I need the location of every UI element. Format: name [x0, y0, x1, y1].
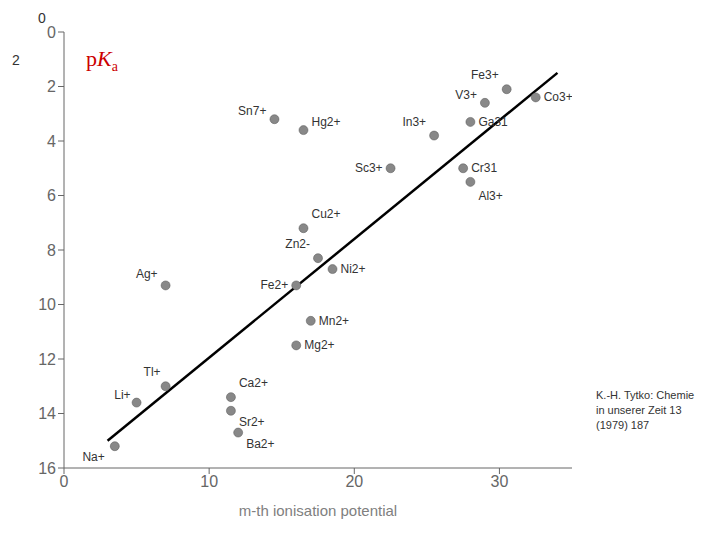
svg-text:Al3+: Al3+: [478, 189, 502, 203]
html-text:(1979) 187: (1979) 187: [596, 419, 650, 431]
svg-text:Mn2+: Mn2+: [319, 314, 349, 328]
html-text:2: 2: [12, 52, 20, 68]
svg-text:4: 4: [47, 133, 56, 150]
html-text:p Ka: p Ka: [86, 46, 118, 75]
svg-text:2: 2: [47, 78, 56, 95]
svg-text:Tl+: Tl+: [144, 365, 161, 379]
svg-text:Sc3+: Sc3+: [355, 161, 383, 175]
svg-text:Sr2+: Sr2+: [239, 415, 265, 429]
svg-text:8: 8: [47, 242, 56, 259]
svg-text:Ca2+: Ca2+: [239, 376, 268, 390]
svg-text:Cr31: Cr31: [471, 161, 497, 175]
svg-text:0: 0: [47, 24, 56, 41]
svg-text:Ni2+: Ni2+: [341, 262, 366, 276]
svg-text:In3+: In3+: [402, 115, 426, 129]
svg-text:Fe2+: Fe2+: [261, 278, 289, 292]
svg-text:Hg2+: Hg2+: [311, 115, 340, 129]
svg-text:Sn7+: Sn7+: [238, 104, 266, 118]
html-text:K.-H. Tytko: Chemie: K.-H. Tytko: Chemie: [596, 389, 695, 401]
html-text:in unserer Zeit 13: in unserer Zeit 13: [596, 404, 682, 416]
svg-text:Zn2-: Zn2-: [285, 237, 310, 251]
svg-text:6: 6: [47, 187, 56, 204]
svg-text:14: 14: [38, 405, 56, 422]
svg-text:Ga31: Ga31: [478, 115, 508, 129]
svg-text:Na+: Na+: [82, 450, 104, 464]
svg-text:m-th ionisation potential: m-th ionisation potential: [239, 502, 397, 519]
svg-text:Cu2+: Cu2+: [311, 207, 340, 221]
svg-text:12: 12: [38, 351, 56, 368]
svg-text:Ba2+: Ba2+: [246, 437, 274, 451]
svg-text:10: 10: [200, 473, 218, 490]
svg-text:Co3+: Co3+: [544, 90, 572, 104]
svg-text:20: 20: [345, 473, 363, 490]
svg-text:Ag+: Ag+: [136, 267, 158, 281]
svg-text:Mg2+: Mg2+: [304, 338, 334, 352]
svg-text:Fe3+: Fe3+: [471, 68, 499, 82]
svg-text:0: 0: [60, 473, 69, 490]
svg-text:10: 10: [38, 296, 56, 313]
svg-text:30: 30: [491, 473, 509, 490]
html-text:0: 0: [38, 10, 46, 26]
svg-text:Li+: Li+: [114, 388, 130, 402]
svg-text:V3+: V3+: [455, 88, 477, 102]
svg-text:16: 16: [38, 460, 56, 477]
